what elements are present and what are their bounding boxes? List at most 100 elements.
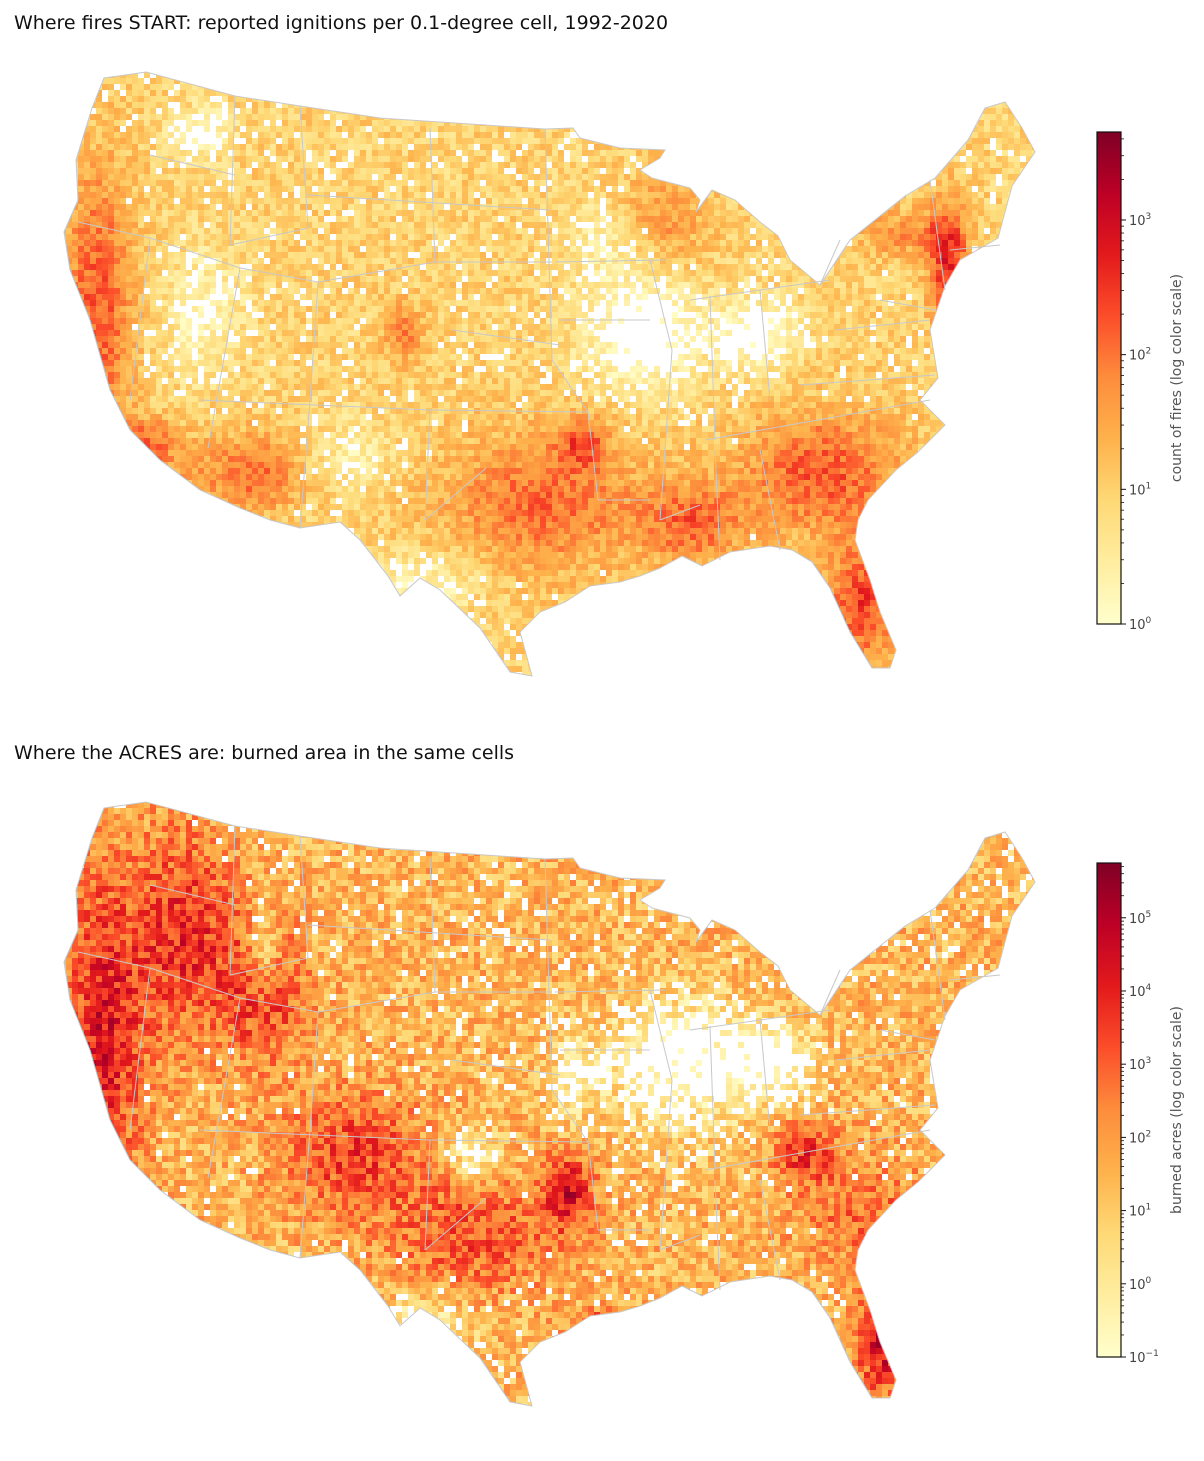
raster-cell <box>468 60 474 66</box>
raster-cell <box>684 150 690 156</box>
raster-cell <box>354 186 360 192</box>
raster-cell <box>654 168 660 174</box>
raster-cell <box>1020 132 1026 138</box>
raster-cell <box>726 228 732 234</box>
raster-cell <box>450 126 456 132</box>
raster-cell <box>66 246 72 252</box>
raster-cell <box>294 198 300 204</box>
raster-cell <box>186 240 192 246</box>
raster-cell <box>636 204 642 210</box>
raster-cell <box>64 204 66 210</box>
raster-cell <box>522 192 528 198</box>
raster-cell <box>64 252 66 258</box>
raster-cell <box>552 174 558 180</box>
raster-cell <box>498 144 504 150</box>
raster-cell <box>510 222 516 228</box>
raster-cell <box>354 138 360 144</box>
raster-cell <box>1032 102 1035 108</box>
raster-cell <box>522 180 528 186</box>
raster-cell <box>954 210 960 216</box>
raster-cell <box>432 60 438 66</box>
raster-cell <box>204 156 210 162</box>
raster-cell <box>546 192 552 198</box>
raster-cell <box>906 66 912 72</box>
raster-cell <box>168 234 174 240</box>
raster-cell <box>126 102 132 108</box>
raster-cell <box>360 174 366 180</box>
raster-cell <box>102 234 108 240</box>
raster-cell <box>246 174 252 180</box>
raster-cell <box>438 252 444 258</box>
raster-cell <box>756 126 762 132</box>
raster-cell <box>840 222 846 228</box>
raster-cell <box>396 66 402 72</box>
raster-cell <box>564 72 570 78</box>
raster-cell <box>504 150 510 156</box>
raster-cell <box>942 66 948 72</box>
raster-cell <box>240 228 246 234</box>
raster-cell <box>912 234 918 240</box>
raster-cell <box>588 102 594 108</box>
raster-cell <box>132 78 138 84</box>
raster-cell <box>672 168 678 174</box>
raster-cell <box>738 252 744 258</box>
raster-cell <box>300 138 306 144</box>
raster-cell <box>288 72 294 78</box>
raster-cell <box>642 252 648 258</box>
raster-cell <box>234 102 240 108</box>
raster-cell <box>666 174 672 180</box>
raster-cell <box>576 198 582 204</box>
raster-cell <box>846 174 852 180</box>
raster-cell <box>108 228 114 234</box>
raster-cell <box>882 84 888 90</box>
raster-cell <box>984 108 990 114</box>
raster-cell <box>402 102 408 108</box>
raster-cell <box>792 60 798 66</box>
raster-cell <box>792 240 798 246</box>
raster-cell <box>486 210 492 216</box>
raster-cell <box>372 204 378 210</box>
raster-cell <box>642 174 648 180</box>
raster-cell <box>132 192 138 198</box>
raster-cell <box>906 168 912 174</box>
raster-cell <box>768 132 774 138</box>
raster-cell <box>1002 204 1008 210</box>
raster-cell <box>318 60 324 66</box>
raster-cell <box>420 174 426 180</box>
raster-cell <box>912 144 918 150</box>
raster-cell <box>906 240 912 246</box>
raster-cell <box>240 168 246 174</box>
raster-cell <box>714 108 720 114</box>
raster-cell <box>192 72 198 78</box>
raster-cell <box>510 138 516 144</box>
raster-cell <box>456 90 462 96</box>
raster-cell <box>540 174 546 180</box>
raster-cell <box>156 96 162 102</box>
raster-cell <box>912 168 918 174</box>
raster-cell <box>252 66 258 72</box>
raster-cell <box>318 204 324 210</box>
raster-cell <box>708 108 714 114</box>
raster-cell <box>234 156 240 162</box>
raster-cell <box>864 192 870 198</box>
raster-cell <box>120 102 126 108</box>
raster-cell <box>132 234 138 240</box>
raster-cell <box>780 204 786 210</box>
raster-cell <box>114 126 120 132</box>
raster-cell <box>618 84 624 90</box>
raster-cell <box>90 84 96 90</box>
raster-cell <box>756 240 762 246</box>
raster-cell <box>840 66 846 72</box>
raster-cell <box>510 144 516 150</box>
raster-cell <box>180 60 186 66</box>
raster-cell <box>852 132 858 138</box>
raster-cell <box>564 246 570 252</box>
raster-cell <box>564 108 570 114</box>
raster-cell <box>168 210 174 216</box>
raster-cell <box>492 66 498 72</box>
raster-cell <box>972 126 978 132</box>
raster-cell <box>918 234 924 240</box>
raster-cell <box>918 156 924 162</box>
raster-cell <box>696 96 702 102</box>
raster-cell <box>684 120 690 126</box>
